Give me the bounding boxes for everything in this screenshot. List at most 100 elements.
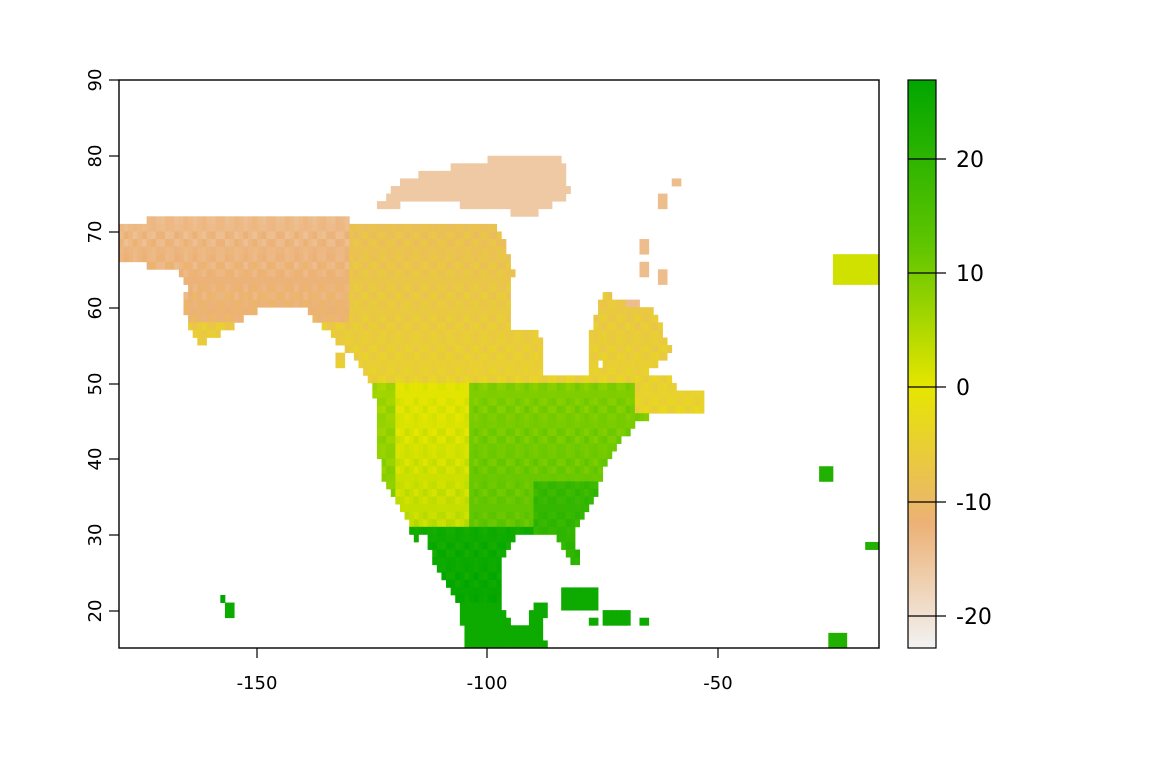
raster-cell [436, 322, 442, 331]
raster-cell [436, 307, 442, 316]
raster-cell [538, 398, 544, 407]
raster-cell [344, 246, 350, 255]
raster-cell [183, 223, 189, 232]
raster-cell [621, 375, 627, 384]
raster-cell [349, 254, 355, 263]
raster-cell [469, 519, 475, 528]
raster-cell [399, 299, 405, 308]
raster-cell [519, 329, 525, 338]
raster-cell [551, 178, 557, 187]
raster-cell [423, 360, 429, 369]
raster-cell [450, 223, 456, 232]
raster-cell [510, 473, 516, 482]
raster-cell [446, 276, 452, 285]
raster-cell [436, 466, 442, 475]
raster-cell [119, 223, 125, 232]
raster-cell [441, 292, 447, 301]
raster-cell [271, 269, 277, 278]
raster-cell [464, 163, 470, 172]
raster-cell [399, 466, 405, 475]
raster-cell [358, 284, 364, 293]
raster-cell [570, 451, 576, 460]
raster-cell [215, 284, 221, 293]
raster-cell [469, 276, 475, 285]
raster-cell [446, 458, 452, 467]
raster-cell [501, 541, 507, 550]
raster-cell [386, 382, 392, 391]
raster-cell [289, 299, 295, 308]
raster-cell [340, 231, 346, 240]
raster-cell [837, 640, 843, 648]
raster-cell [542, 398, 548, 407]
raster-cell [515, 193, 521, 202]
raster-cell [519, 405, 525, 414]
raster-cell [409, 299, 415, 308]
raster-cell [192, 216, 198, 225]
raster-cell [538, 405, 544, 414]
raster-cell [183, 307, 189, 316]
raster-cell [376, 413, 382, 422]
raster-cell [409, 223, 415, 232]
raster-cell [450, 458, 456, 467]
raster-cell [473, 276, 479, 285]
raster-cell [427, 170, 433, 179]
raster-cell [492, 314, 498, 323]
raster-cell [515, 511, 521, 520]
raster-cell [432, 329, 438, 338]
raster-cell [192, 314, 198, 323]
raster-cell [547, 382, 553, 391]
raster-cell [676, 398, 682, 407]
raster-cell [321, 322, 327, 331]
raster-cell [335, 360, 341, 369]
raster-cell [330, 261, 336, 270]
raster-cell [547, 398, 553, 407]
raster-cell [653, 398, 659, 407]
raster-cell [469, 504, 475, 513]
raster-cell [588, 360, 594, 369]
raster-cell [648, 307, 654, 316]
raster-cell [432, 413, 438, 422]
raster-cell [464, 564, 470, 573]
raster-cell [436, 428, 442, 437]
raster-cell [644, 375, 650, 384]
raster-cell [178, 246, 184, 255]
raster-cell [349, 284, 355, 293]
raster-cell [220, 239, 226, 248]
raster-cell [450, 329, 456, 338]
raster-cell [183, 231, 189, 240]
raster-cell [538, 390, 544, 399]
raster-cell [317, 231, 323, 240]
raster-cell [575, 496, 581, 505]
raster-cell [625, 610, 631, 619]
raster-cell [197, 223, 203, 232]
raster-cell [588, 617, 594, 626]
raster-cell [441, 329, 447, 338]
raster-cell [662, 201, 668, 210]
raster-cell [381, 231, 387, 240]
raster-cell [432, 557, 438, 566]
raster-cell [436, 481, 442, 490]
raster-cell [404, 466, 410, 475]
raster-cell [340, 329, 346, 338]
raster-cell [155, 261, 161, 270]
raster-cell [413, 390, 419, 399]
raster-cell [538, 511, 544, 520]
raster-cell [501, 299, 507, 308]
raster-cell [188, 223, 194, 232]
raster-cell [616, 314, 622, 323]
raster-cell [542, 390, 548, 399]
raster-cell [832, 261, 838, 270]
raster-cell [455, 458, 461, 467]
raster-cell [413, 375, 419, 384]
raster-cell [409, 428, 415, 437]
raster-cell [363, 352, 369, 361]
raster-cell [423, 299, 429, 308]
raster-cell [538, 367, 544, 376]
raster-cell [487, 594, 493, 603]
raster-cell [473, 564, 479, 573]
raster-cell [294, 299, 300, 308]
raster-cell [326, 322, 332, 331]
raster-cell [482, 420, 488, 429]
raster-cell [174, 261, 180, 270]
raster-cell [459, 413, 465, 422]
